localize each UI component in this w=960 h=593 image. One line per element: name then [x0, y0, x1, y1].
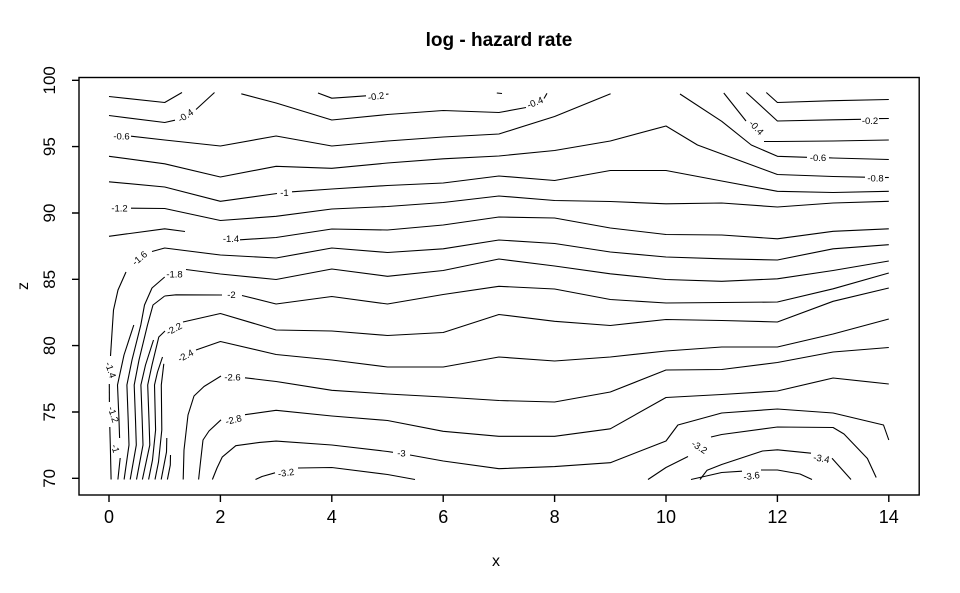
svg-text:-1.8: -1.8 [166, 270, 182, 281]
svg-text:-3.2: -3.2 [277, 467, 295, 480]
svg-text:-3.4: -3.4 [812, 452, 830, 466]
svg-text:0: 0 [104, 507, 114, 527]
svg-text:8: 8 [550, 507, 560, 527]
svg-text:-0.8: -0.8 [867, 173, 883, 184]
svg-text:70: 70 [40, 469, 59, 488]
svg-text:2: 2 [215, 507, 225, 527]
svg-text:80: 80 [40, 336, 59, 355]
svg-text:-1.2: -1.2 [111, 204, 127, 215]
svg-text:12: 12 [767, 507, 787, 527]
svg-text:-2: -2 [227, 290, 235, 301]
svg-text:100: 100 [40, 66, 59, 94]
svg-text:-1.4: -1.4 [102, 361, 118, 380]
svg-text:-0.6: -0.6 [810, 153, 826, 164]
svg-text:-3.6: -3.6 [743, 470, 761, 483]
svg-text:x: x [492, 553, 500, 570]
svg-text:-1: -1 [280, 188, 288, 199]
svg-text:4: 4 [327, 507, 337, 527]
svg-text:90: 90 [40, 204, 59, 223]
svg-text:-1.4: -1.4 [223, 234, 239, 245]
svg-text:-0.2: -0.2 [367, 91, 385, 104]
svg-text:-1.2: -1.2 [105, 405, 121, 424]
svg-text:6: 6 [438, 507, 448, 527]
svg-text:75: 75 [40, 403, 59, 422]
svg-text:-2.8: -2.8 [224, 413, 243, 428]
svg-text:-1: -1 [108, 443, 121, 454]
svg-text:95: 95 [40, 137, 59, 156]
svg-text:85: 85 [40, 270, 59, 289]
svg-text:-2.6: -2.6 [224, 373, 240, 384]
svg-text:10: 10 [656, 507, 676, 527]
svg-text:-0.6: -0.6 [113, 131, 129, 142]
svg-text:log - hazard rate: log - hazard rate [426, 30, 573, 51]
svg-text:14: 14 [879, 507, 899, 527]
svg-text:z: z [15, 282, 32, 290]
svg-text:-3: -3 [397, 449, 405, 460]
svg-text:-0.2: -0.2 [862, 116, 878, 127]
